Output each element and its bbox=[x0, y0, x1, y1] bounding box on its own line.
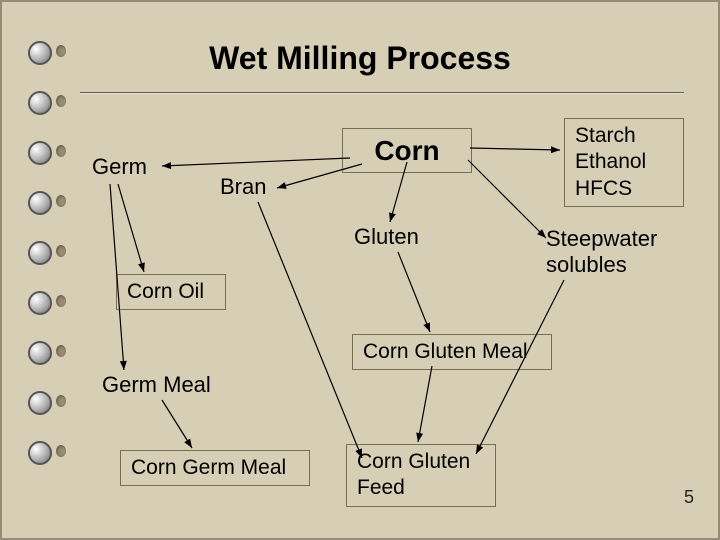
binding-ring bbox=[14, 241, 62, 263]
node-corn-gluten-meal: Corn Gluten Meal bbox=[352, 334, 552, 370]
node-corn-germ-meal: Corn Germ Meal bbox=[120, 450, 310, 486]
binding-ring bbox=[14, 441, 62, 463]
page-title: Wet Milling Process bbox=[2, 40, 718, 77]
node-germ: Germ bbox=[92, 154, 147, 180]
title-separator bbox=[80, 92, 684, 94]
binding-ring bbox=[14, 341, 62, 363]
node-corn: Corn bbox=[342, 128, 472, 173]
node-steepwater: Steepwatersolubles bbox=[546, 226, 657, 278]
binding-ring bbox=[14, 141, 62, 163]
binding-ring bbox=[14, 391, 62, 413]
binding-ring bbox=[14, 91, 62, 113]
slide: Wet Milling Process Corn Germ Bran StarchEt… bbox=[0, 0, 720, 540]
binding-ring bbox=[14, 191, 62, 213]
binding-ring bbox=[14, 291, 62, 313]
node-bran: Bran bbox=[220, 174, 266, 200]
node-corn-gluten-feed: Corn GlutenFeed bbox=[346, 444, 496, 507]
node-gluten: Gluten bbox=[354, 224, 419, 250]
node-corn-oil: Corn Oil bbox=[116, 274, 226, 310]
node-starch: StarchEthanolHFCS bbox=[564, 118, 684, 207]
slide-number: 5 bbox=[684, 487, 694, 508]
node-germ-meal: Germ Meal bbox=[102, 372, 211, 398]
